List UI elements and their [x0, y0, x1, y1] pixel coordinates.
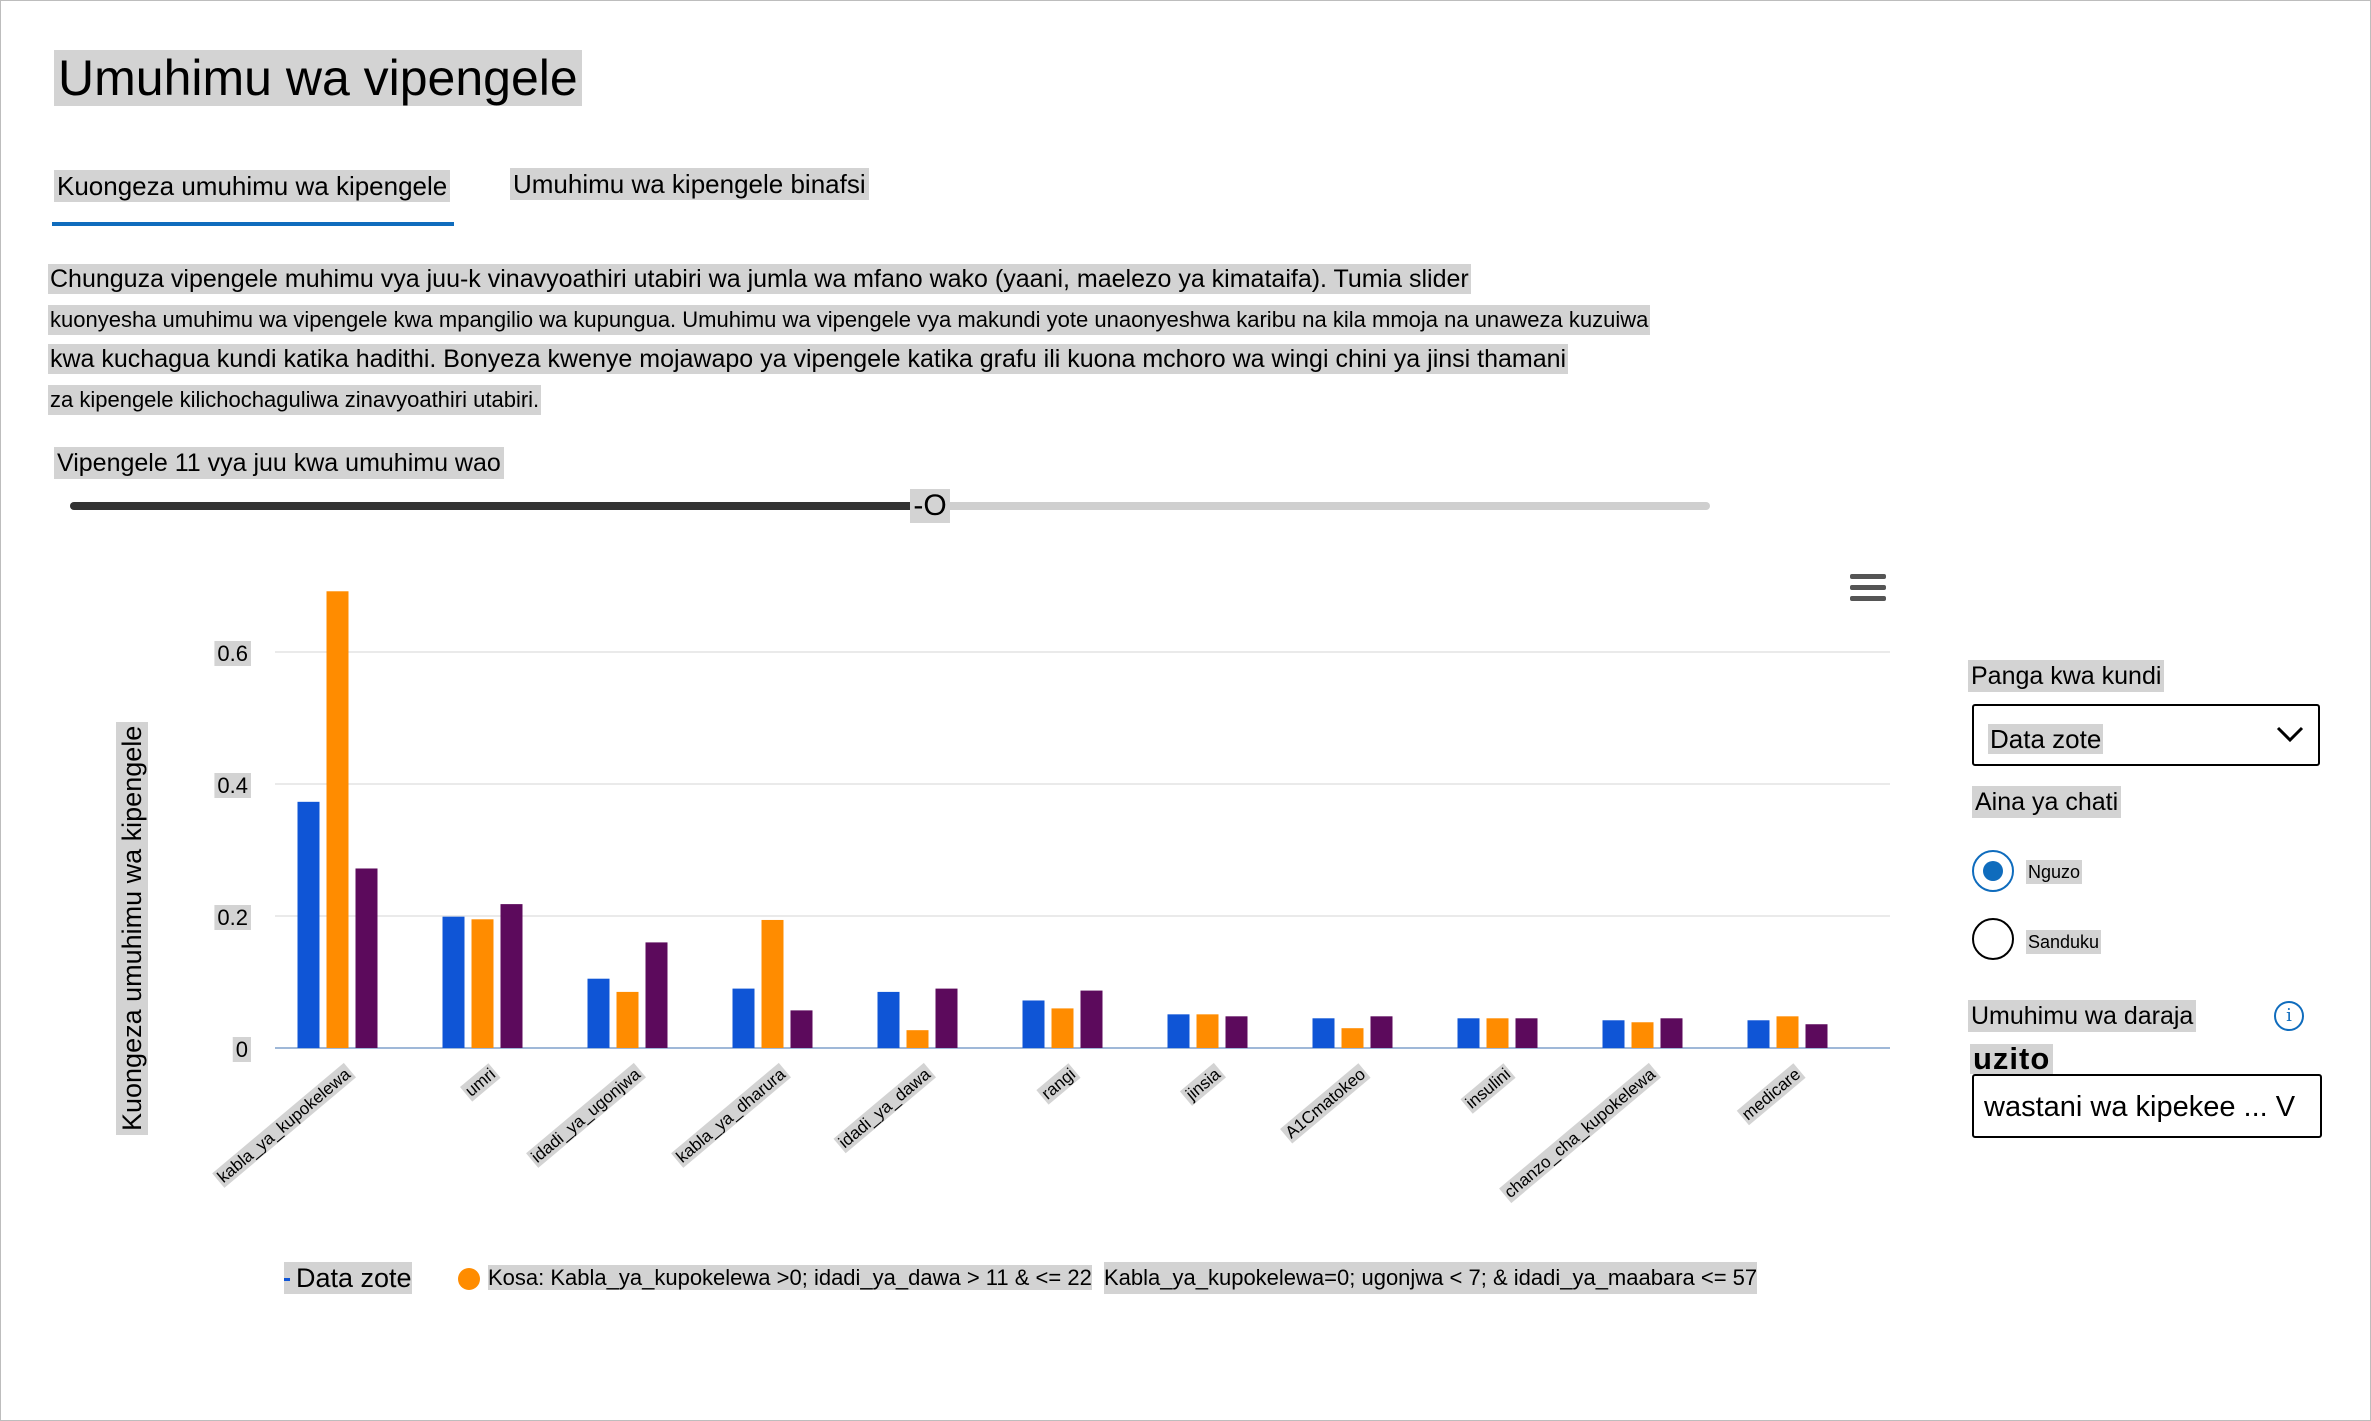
legend-swatch	[458, 1268, 480, 1291]
bar	[1167, 1014, 1190, 1048]
top-features-slider-label: Vipengele 11 vya juu kwa umuhimu wao	[54, 447, 504, 479]
top-features-slider-thumb[interactable]: -O	[910, 489, 950, 523]
bar	[442, 916, 465, 1048]
bar	[1660, 1018, 1683, 1048]
description-line: Chunguza vipengele muhimu vya juu-k vina…	[48, 264, 1471, 294]
bar	[1515, 1018, 1538, 1048]
radio-box-plot-label: Sanduku	[2026, 930, 2102, 954]
x-tick-label: A1Cmatokeo	[1282, 1065, 1370, 1143]
x-tick-label: kabla_ya_kupokelewa	[214, 1064, 355, 1186]
x-tick-label-bg	[671, 1062, 792, 1168]
info-icon[interactable]: i	[2274, 1001, 2304, 1031]
y-tick-label-bg	[232, 1037, 251, 1062]
importance-rank-label: Umuhimu wa daraja	[1968, 1000, 2197, 1032]
x-tick-label: medicare	[1738, 1065, 1804, 1124]
y-tick-label-bg	[214, 641, 251, 666]
x-tick-label-bg	[1179, 1062, 1227, 1106]
bar	[1805, 1024, 1828, 1048]
chevron-down-icon	[2276, 726, 2304, 743]
page-title: Umuhimu wa vipengele	[54, 50, 582, 106]
bar	[1631, 1022, 1654, 1048]
weight-label: uzito	[1970, 1043, 2054, 1074]
bar	[355, 868, 378, 1048]
legend-item-all-data[interactable]: Data zote	[284, 1262, 412, 1294]
bar	[877, 991, 900, 1048]
bar	[1747, 1020, 1770, 1048]
legend-label: Data zote	[296, 1263, 412, 1293]
x-tick-label-bg	[1280, 1063, 1371, 1144]
bar	[935, 988, 958, 1048]
bar	[645, 942, 668, 1048]
group-by-label: Panga kwa kundi	[1968, 660, 2165, 692]
legend-item-error-cohort[interactable]: Kosa: Kabla_ya_kupokelewa >0; idadi_ya_d…	[458, 1262, 1092, 1294]
weight-selected-value: wastani wa kipekee ... V	[1984, 1091, 2296, 1123]
y-axis-title: Kuongeza umuhimu wa kipengele	[116, 721, 148, 1135]
x-tick-label-bg	[1736, 1063, 1806, 1126]
bar	[1022, 1000, 1045, 1048]
bar	[1602, 1020, 1625, 1048]
x-tick-label-bg	[526, 1062, 647, 1168]
group-by-selected-value: Data zote	[1988, 724, 2104, 754]
y-tick-label: 0.6	[217, 641, 248, 666]
bar	[1051, 1008, 1074, 1048]
description-line: kuonyesha umuhimu wa vipengele kwa mpang…	[48, 305, 1651, 335]
radio-bar-chart[interactable]	[1972, 850, 2014, 892]
x-tick-label-bg	[1460, 1063, 1516, 1114]
bar	[1341, 1028, 1364, 1048]
legend-label: Kosa: Kabla_ya_kupokelewa >0; idadi_ya_d…	[488, 1265, 1092, 1290]
weight-dropdown[interactable]: wastani wa kipekee ... V	[1972, 1074, 2322, 1138]
x-tick-label-bg	[1036, 1063, 1081, 1105]
x-tick-label-bg	[1499, 1062, 1662, 1204]
bar	[761, 919, 784, 1048]
y-tick-label: 0	[236, 1037, 248, 1062]
radio-bar-chart-label: Nguzo	[2026, 860, 2083, 884]
description-line: kwa kuchagua kundi katika hadithi. Bonye…	[48, 344, 1569, 374]
legend-swatch	[284, 1278, 290, 1282]
legend-label: Kabla_ya_kupokelewa=0; ugonjwa < 7; & id…	[1104, 1265, 1758, 1290]
bar	[1457, 1018, 1480, 1048]
x-tick-label: idadi_ya_dawa	[835, 1064, 935, 1152]
x-tick-label: idadi_ya_ugonjwa	[528, 1064, 645, 1166]
bar	[906, 1030, 929, 1048]
bar	[1370, 1016, 1393, 1048]
bar	[297, 801, 320, 1048]
x-tick-label: kabla_ya_dharura	[673, 1064, 790, 1166]
x-tick-label: insulini	[1462, 1065, 1514, 1113]
x-tick-label-bg	[459, 1063, 501, 1102]
x-tick-label: chanzo_cha_kupokelewa	[1501, 1064, 1660, 1202]
y-tick-label: 0.2	[217, 905, 248, 930]
hamburger-menu-icon[interactable]	[1850, 574, 1886, 606]
tab-individual-importance[interactable]: Umuhimu wa kipengele binafsi	[510, 168, 869, 200]
chart-type-label: Aina ya chati	[1972, 786, 2122, 818]
bar	[471, 919, 494, 1048]
bar	[1312, 1018, 1335, 1048]
bar	[616, 991, 639, 1048]
group-by-dropdown[interactable]: Data zote	[1972, 704, 2320, 766]
radio-selected-dot	[1983, 861, 2003, 881]
bar	[1776, 1016, 1799, 1048]
bar	[587, 978, 610, 1048]
y-tick-label: 0.4	[217, 773, 248, 798]
x-tick-label-bg	[212, 1062, 357, 1188]
tab-aggregate-importance[interactable]: Kuongeza umuhimu wa kipengele	[54, 170, 451, 202]
bar	[500, 904, 523, 1048]
bar	[1486, 1018, 1509, 1048]
bar	[732, 988, 755, 1048]
bar	[790, 1010, 813, 1048]
y-tick-label-bg	[214, 905, 251, 930]
bar	[1080, 990, 1103, 1048]
top-features-slider-fill	[70, 502, 930, 510]
bar	[1225, 1016, 1248, 1048]
active-tab-indicator	[52, 222, 454, 226]
bar	[1196, 1014, 1219, 1048]
radio-box-plot[interactable]	[1972, 918, 2014, 960]
bar	[326, 591, 349, 1048]
description-line: za kipengele kilichochaguliwa zinavyoath…	[48, 385, 542, 415]
legend-item-cohort-2[interactable]: Kabla_ya_kupokelewa=0; ugonjwa < 7; & id…	[1104, 1262, 1758, 1294]
x-tick-label-bg	[833, 1062, 937, 1154]
y-tick-label-bg	[214, 773, 251, 798]
